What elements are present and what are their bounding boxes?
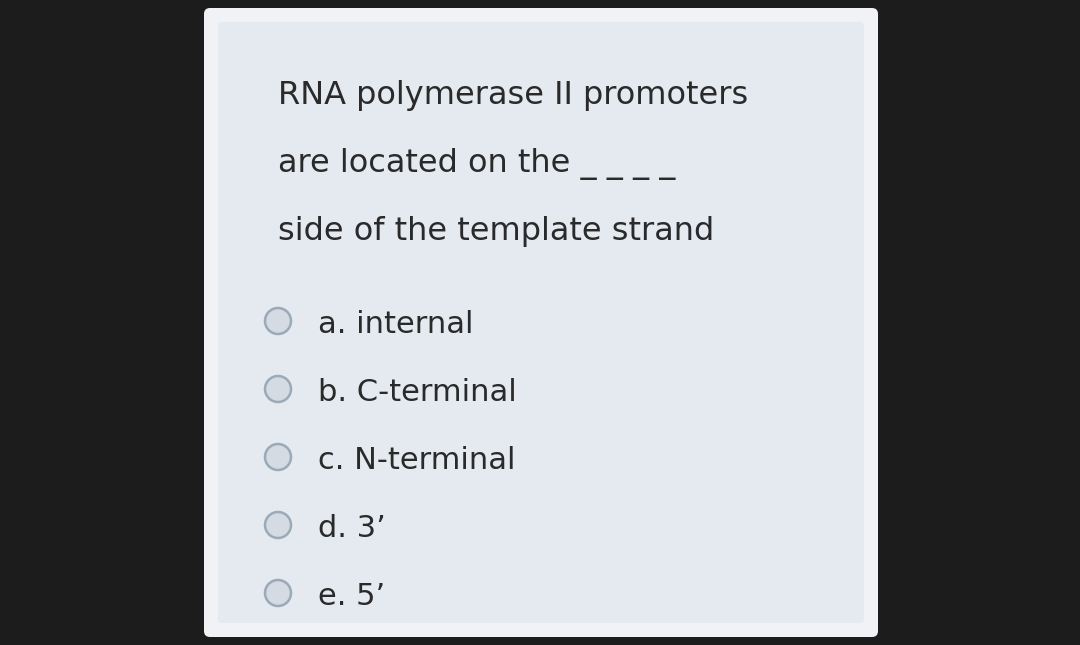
Text: d. 3’: d. 3’ bbox=[318, 514, 386, 543]
Text: RNA polymerase II promoters: RNA polymerase II promoters bbox=[278, 80, 748, 111]
Circle shape bbox=[265, 512, 291, 538]
Text: a. internal: a. internal bbox=[318, 310, 473, 339]
Text: side of the template strand: side of the template strand bbox=[278, 216, 714, 247]
Circle shape bbox=[265, 376, 291, 402]
Circle shape bbox=[265, 580, 291, 606]
Text: e. 5’: e. 5’ bbox=[318, 582, 386, 611]
Text: c. N-terminal: c. N-terminal bbox=[318, 446, 515, 475]
Text: are located on the _ _ _ _: are located on the _ _ _ _ bbox=[278, 148, 675, 180]
Text: b. C-terminal: b. C-terminal bbox=[318, 378, 516, 407]
Circle shape bbox=[265, 308, 291, 334]
Circle shape bbox=[265, 444, 291, 470]
FancyBboxPatch shape bbox=[218, 22, 864, 623]
FancyBboxPatch shape bbox=[204, 8, 878, 637]
